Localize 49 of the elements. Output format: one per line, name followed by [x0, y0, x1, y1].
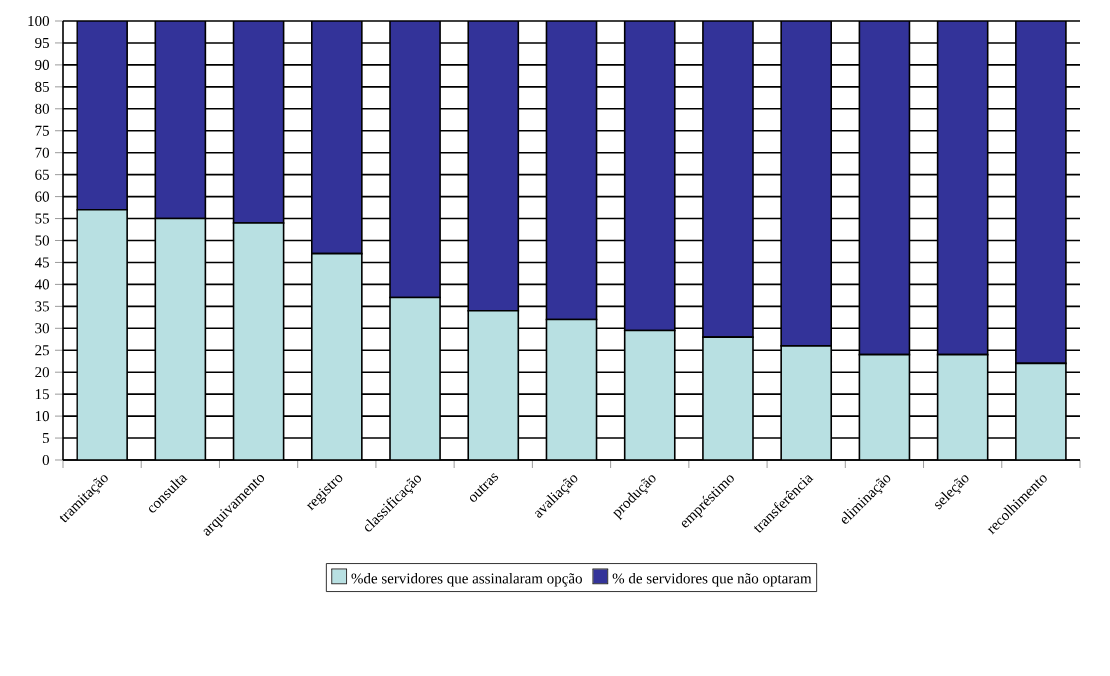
- y-tick-label: 85: [35, 81, 49, 92]
- bar: [1015, 362, 1067, 460]
- y-tick-label: 80: [35, 103, 50, 114]
- bar: [936, 353, 989, 460]
- y-tick-label: 95: [35, 37, 49, 48]
- bar: [702, 336, 754, 460]
- bar: [310, 21, 363, 255]
- y-tick-label: 5: [42, 433, 49, 444]
- bar: [310, 252, 363, 460]
- bar: [545, 21, 598, 321]
- y-tick-label: 25: [35, 345, 49, 356]
- y-tick-label: 30: [35, 323, 50, 334]
- y-tick-label: 0: [42, 454, 50, 466]
- bar: [780, 345, 833, 460]
- bar: [702, 21, 754, 338]
- y-tick-label: 40: [34, 279, 50, 290]
- y-tick-label: 70: [35, 147, 50, 158]
- y-tick-label: 55: [35, 213, 49, 224]
- bar: [389, 296, 441, 460]
- bar: [467, 21, 520, 312]
- y-tick-label: 100: [28, 15, 50, 27]
- bar: [154, 217, 207, 460]
- bar: [858, 21, 911, 356]
- bar: [232, 21, 285, 224]
- y-tick-label: 35: [35, 301, 49, 312]
- legend-label: % de servidores que não optaram: [612, 572, 812, 587]
- bar: [545, 318, 598, 460]
- bar: [623, 21, 676, 332]
- bar: [232, 222, 285, 460]
- y-tick-label: 15: [35, 389, 49, 400]
- bar: [1015, 21, 1067, 365]
- y-tick-label: 45: [34, 257, 49, 268]
- y-tick-label: 10: [35, 411, 50, 422]
- y-tick-label: 65: [35, 169, 49, 180]
- bar: [780, 21, 833, 347]
- bar: [936, 21, 989, 356]
- bar: [467, 309, 520, 460]
- y-tick-label: 50: [35, 235, 50, 246]
- bar: [76, 208, 128, 460]
- bar: [858, 353, 911, 460]
- y-tick-label: 75: [35, 125, 49, 136]
- bar: [154, 21, 207, 220]
- y-tick-label: 90: [35, 59, 50, 70]
- bar: [389, 21, 441, 299]
- bar: [623, 329, 676, 460]
- legend-label: %de servidores que assinalaram opção: [351, 572, 582, 587]
- y-tick-label: 60: [35, 191, 50, 202]
- y-tick-label: 20: [35, 367, 50, 378]
- bar: [76, 21, 128, 211]
